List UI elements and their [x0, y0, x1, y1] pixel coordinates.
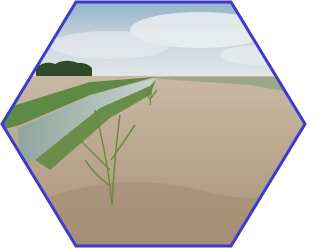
- cloud: [50, 31, 170, 59]
- photo: [0, 0, 307, 248]
- hexagon-photo: [0, 0, 307, 248]
- page: [0, 0, 307, 248]
